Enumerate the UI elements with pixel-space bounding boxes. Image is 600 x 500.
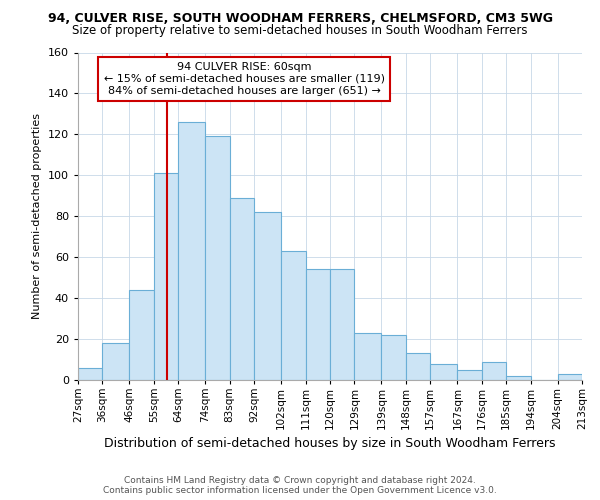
Bar bbox=[430, 364, 457, 380]
Bar bbox=[254, 212, 281, 380]
Bar bbox=[130, 290, 154, 380]
Bar bbox=[78, 368, 103, 380]
Y-axis label: Number of semi-detached properties: Number of semi-detached properties bbox=[32, 114, 42, 320]
Bar bbox=[103, 343, 130, 380]
Text: Contains HM Land Registry data © Crown copyright and database right 2024.
Contai: Contains HM Land Registry data © Crown c… bbox=[103, 476, 497, 495]
Text: Size of property relative to semi-detached houses in South Woodham Ferrers: Size of property relative to semi-detach… bbox=[72, 24, 528, 37]
Bar bbox=[406, 354, 430, 380]
X-axis label: Distribution of semi-detached houses by size in South Woodham Ferrers: Distribution of semi-detached houses by … bbox=[104, 438, 556, 450]
Bar bbox=[154, 174, 178, 380]
Bar bbox=[205, 136, 230, 380]
Bar bbox=[382, 335, 406, 380]
Bar bbox=[230, 198, 254, 380]
Bar bbox=[482, 362, 506, 380]
Bar bbox=[506, 376, 530, 380]
Bar bbox=[305, 270, 330, 380]
Bar bbox=[330, 270, 355, 380]
Text: 94 CULVER RISE: 60sqm
← 15% of semi-detached houses are smaller (119)
84% of sem: 94 CULVER RISE: 60sqm ← 15% of semi-deta… bbox=[104, 62, 385, 96]
Bar bbox=[178, 122, 205, 380]
Bar bbox=[457, 370, 482, 380]
Text: 94, CULVER RISE, SOUTH WOODHAM FERRERS, CHELMSFORD, CM3 5WG: 94, CULVER RISE, SOUTH WOODHAM FERRERS, … bbox=[47, 12, 553, 26]
Bar bbox=[281, 251, 305, 380]
Bar bbox=[355, 333, 382, 380]
Bar bbox=[557, 374, 582, 380]
